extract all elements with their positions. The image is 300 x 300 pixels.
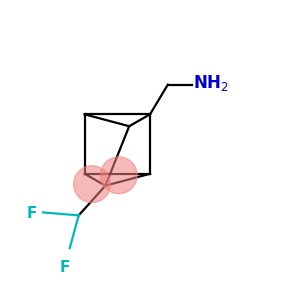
Text: NH$_2$: NH$_2$ xyxy=(193,73,229,93)
Text: F: F xyxy=(60,260,70,275)
Circle shape xyxy=(100,157,137,194)
Circle shape xyxy=(74,166,110,202)
Text: F: F xyxy=(27,206,37,221)
